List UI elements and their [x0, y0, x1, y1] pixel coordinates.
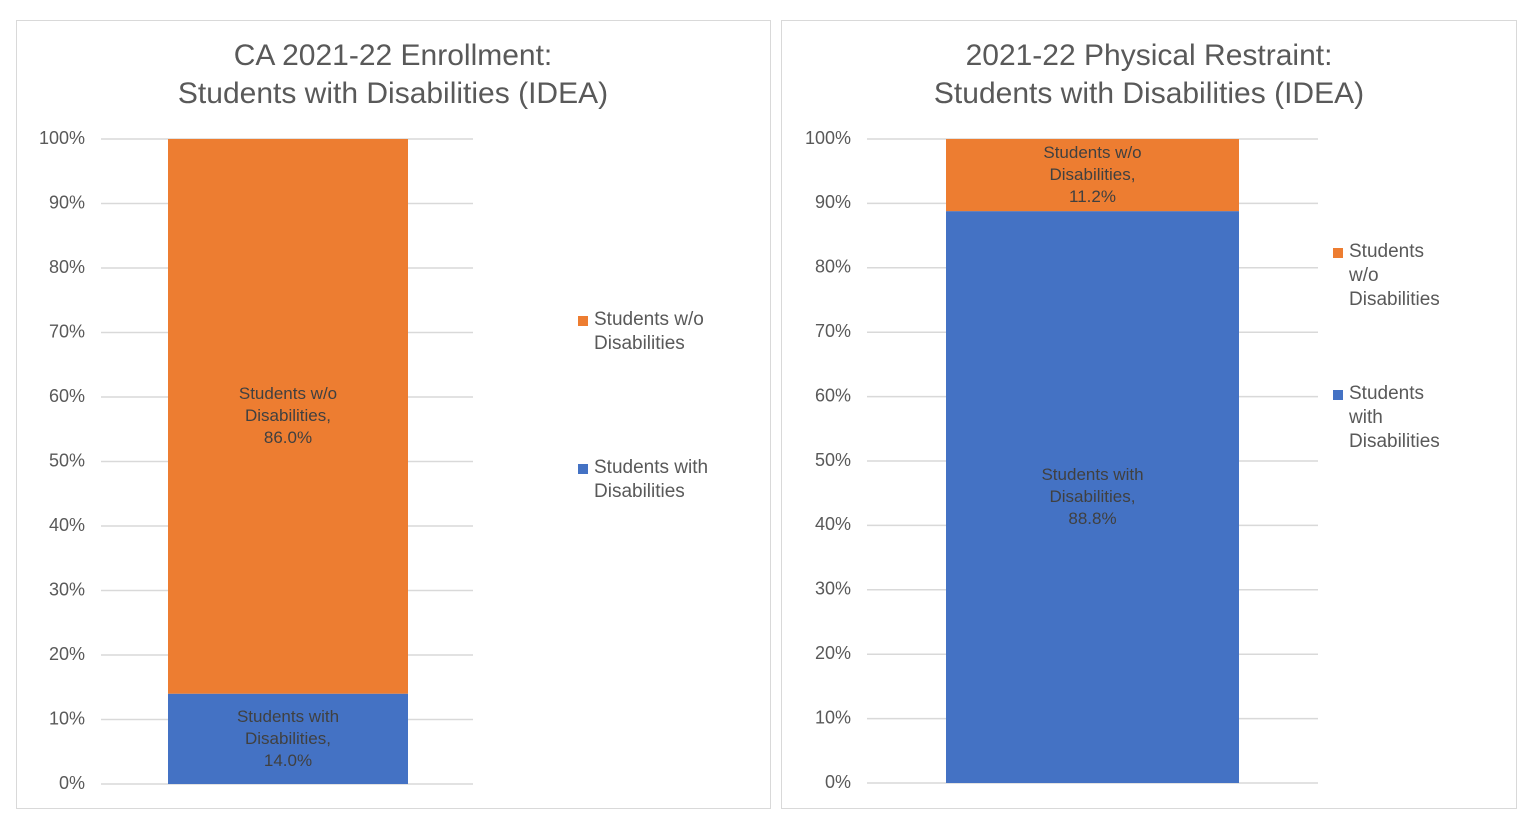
y-tick-label: 60%	[815, 385, 851, 405]
y-tick-label: 0%	[59, 773, 85, 793]
legend-marker	[578, 464, 588, 474]
y-tick-label: 50%	[815, 450, 851, 470]
y-tick-label: 100%	[39, 128, 85, 148]
chart-title: Students with Disabilities (IDEA)	[933, 77, 1365, 110]
y-tick-label: 10%	[815, 707, 851, 727]
legend-label: Students with Disabilities	[594, 457, 709, 502]
data-label: Students w/o Disabilities, 11.2%	[1043, 143, 1142, 207]
bar-segment	[168, 139, 408, 694]
y-tick-label: 10%	[49, 708, 85, 728]
y-tick-label: 70%	[815, 321, 851, 341]
y-tick-label: 20%	[815, 643, 851, 663]
legend-label: Students w/o Disabilities	[594, 309, 704, 354]
y-tick-label: 0%	[825, 772, 851, 792]
data-label: Students w/o Disabilities, 86.0%	[238, 384, 338, 448]
y-tick-label: 90%	[49, 192, 85, 212]
y-tick-label: 30%	[815, 579, 851, 599]
y-tick-label: 80%	[49, 257, 85, 277]
y-tick-label: 70%	[49, 321, 85, 341]
legend-marker	[1333, 248, 1343, 258]
y-tick-label: 90%	[815, 192, 851, 212]
data-label: Students with Disabilities, 88.8%	[1041, 465, 1144, 529]
bar-segment	[946, 139, 1239, 212]
y-tick-label: 30%	[49, 579, 85, 599]
y-tick-label: 50%	[49, 450, 85, 470]
chart-title: CA 2021-22 Enrollment:	[233, 39, 553, 72]
y-tick-label: 60%	[49, 386, 85, 406]
chart-title: Students with Disabilities (IDEA)	[177, 77, 609, 110]
y-tick-label: 100%	[805, 128, 851, 148]
legend-marker	[578, 316, 588, 326]
bar-segment	[946, 211, 1239, 784]
legend-label: Students with Disabilities	[1349, 383, 1440, 452]
chart-title: 2021-22 Physical Restraint:	[965, 39, 1333, 72]
legend-marker	[1333, 390, 1343, 400]
y-tick-label: 40%	[815, 514, 851, 534]
legend-label: Students w/o Disabilities	[1349, 241, 1440, 310]
data-label: Students with Disabilities, 14.0%	[236, 706, 340, 770]
y-tick-label: 20%	[49, 644, 85, 664]
y-tick-label: 40%	[49, 515, 85, 535]
y-tick-label: 80%	[815, 257, 851, 277]
bar-segment	[168, 693, 408, 784]
